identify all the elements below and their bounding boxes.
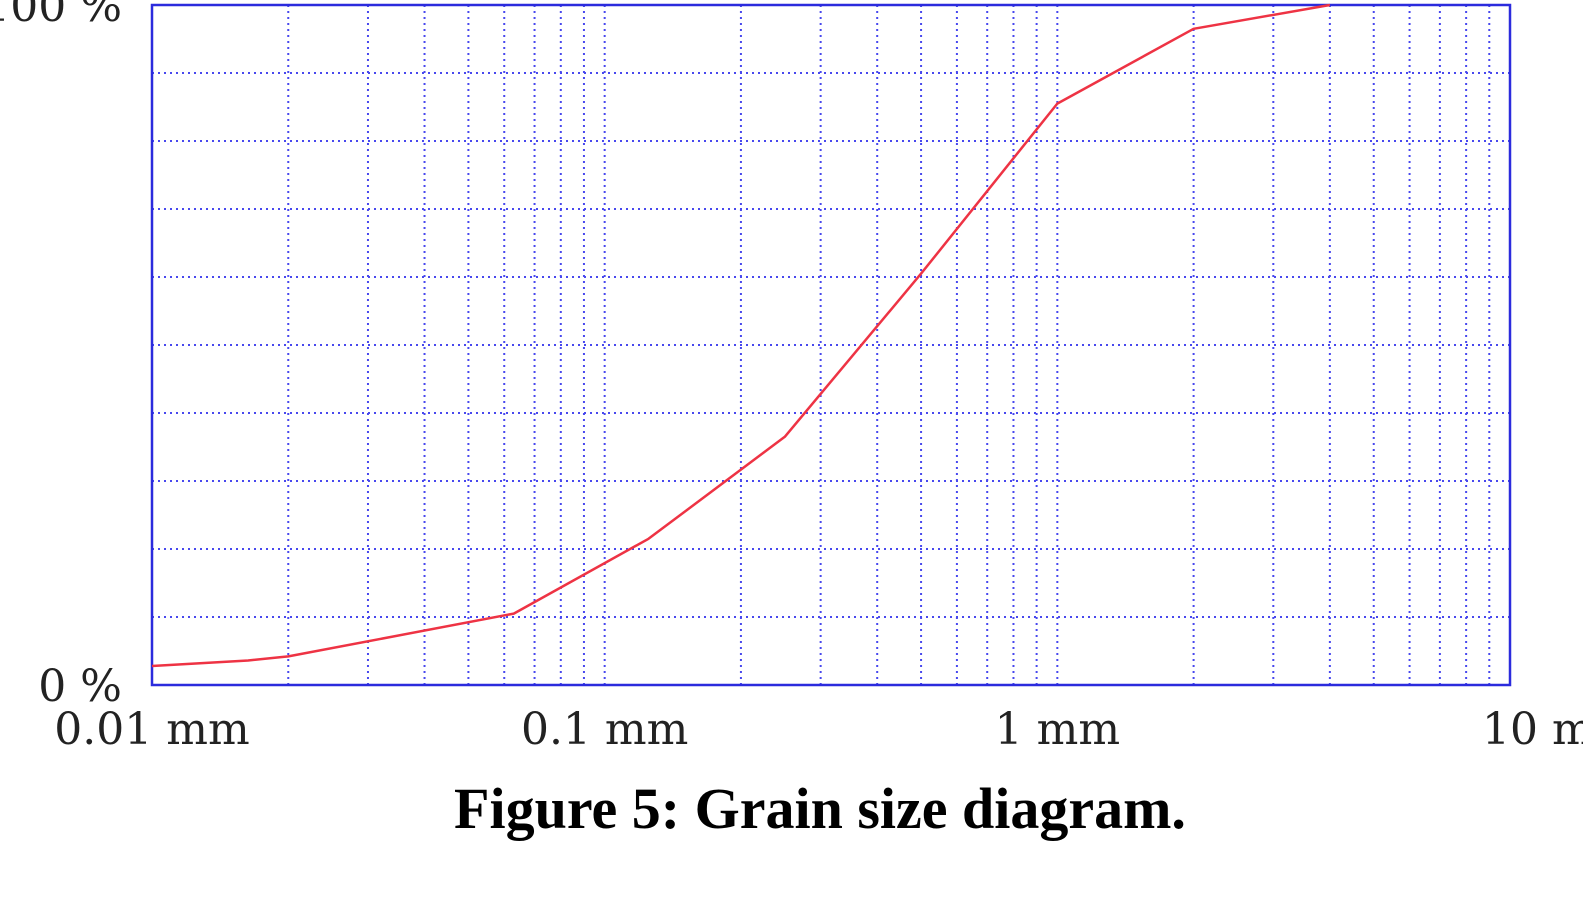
x-tick-label: 1 mm xyxy=(995,704,1120,755)
y-tick-label: 0 % xyxy=(38,661,122,712)
figure-caption: Figure 5: Grain size diagram. xyxy=(454,776,1186,841)
y-tick-label: 100 % xyxy=(0,0,122,32)
grid-lines xyxy=(152,5,1510,685)
x-tick-label: 0.1 mm xyxy=(521,704,688,755)
plot-frame xyxy=(150,3,1512,687)
series-layer xyxy=(151,3,1331,668)
x-tick-label: 0.01 mm xyxy=(54,704,249,755)
series-line xyxy=(151,3,1331,668)
x-tick-label: 10 mm xyxy=(1482,704,1583,755)
tick-labels: 0.01 mm 0.1 mm 1 mm 10 mm 0 % 100 % xyxy=(0,0,1583,755)
